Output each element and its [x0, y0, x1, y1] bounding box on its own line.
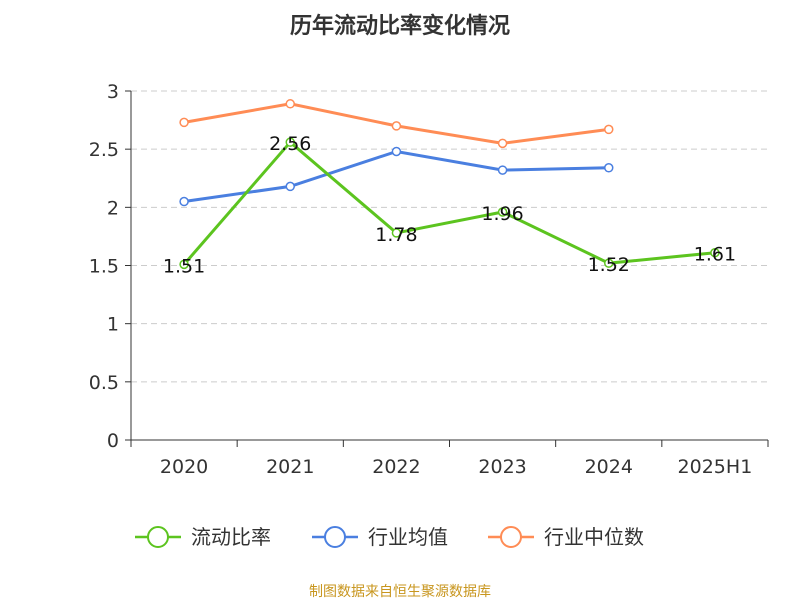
data-label: 2.56 — [269, 133, 311, 155]
legend-marker — [324, 526, 346, 548]
y-tick-label: 0 — [107, 430, 119, 452]
data-point — [179, 196, 189, 207]
source-note: 制图数据来自恒生聚源数据库 — [309, 584, 491, 600]
series-line-0 — [182, 140, 716, 266]
data-point — [497, 207, 508, 217]
data-point — [497, 165, 508, 175]
x-tick-label: 2023 — [478, 456, 526, 478]
data-point — [497, 138, 508, 149]
data-label: 1.61 — [694, 244, 736, 266]
data-point — [391, 121, 402, 131]
x-tick-label: 2020 — [160, 456, 208, 478]
x-tick-label: 2025H1 — [678, 456, 753, 478]
data-point — [710, 247, 720, 258]
data-point — [285, 181, 295, 192]
y-tick-label: 1.5 — [89, 256, 119, 278]
legend-marker — [147, 526, 169, 548]
y-tick-label: 3 — [107, 81, 119, 103]
y-tick-label: 0.5 — [89, 372, 119, 394]
data-point — [604, 258, 614, 268]
legend-marker — [500, 526, 522, 548]
data-point — [285, 99, 295, 109]
data-label: 1.96 — [481, 203, 523, 225]
data-label: 1.78 — [375, 224, 417, 246]
legend-label: 流动比率 — [191, 525, 271, 549]
data-point — [179, 117, 189, 128]
y-tick-label: 2.5 — [89, 139, 119, 161]
data-label: 1.51 — [163, 255, 205, 277]
data-point — [179, 259, 189, 270]
data-label: 1.52 — [588, 254, 630, 276]
x-tick-label: 2022 — [372, 456, 420, 478]
y-tick-label: 1 — [107, 314, 119, 336]
legend-label: 行业均值 — [368, 525, 448, 549]
data-point — [391, 146, 402, 157]
chart-title: 历年流动比率变化情况 — [290, 13, 510, 39]
x-tick-label: 2021 — [266, 456, 314, 478]
legend-label: 行业中位数 — [544, 525, 644, 549]
data-point — [604, 124, 614, 135]
x-tick-label: 2024 — [585, 456, 633, 478]
data-point — [285, 137, 295, 147]
y-tick-label: 2 — [107, 197, 119, 219]
series-line-1 — [183, 149, 609, 204]
data-point — [604, 163, 614, 173]
data-point — [391, 228, 402, 238]
